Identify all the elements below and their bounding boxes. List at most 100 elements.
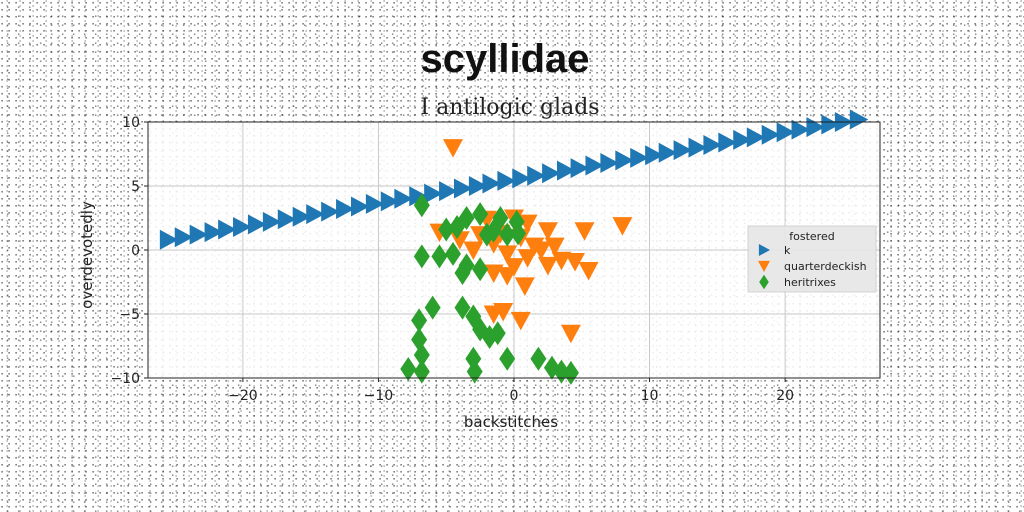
- data-point-k: [292, 206, 312, 227]
- data-point-heritrixes: [472, 257, 489, 282]
- x-tick-label: −10: [364, 388, 394, 404]
- data-point-k: [277, 209, 297, 230]
- data-point-k: [630, 147, 649, 168]
- data-point-k: [615, 150, 634, 171]
- data-point-heritrixes: [510, 221, 527, 246]
- legend-entries: k quarterdeckish heritrixes: [758, 244, 867, 290]
- legend-marker-k: [758, 244, 770, 256]
- data-point-k: [849, 109, 869, 130]
- y-axis-label: overdevotedly: [78, 201, 96, 309]
- data-point-quarterdeckish: [443, 139, 463, 158]
- data-point-k: [439, 181, 458, 202]
- legend-title: fostered: [789, 230, 834, 243]
- data-point-heritrixes: [499, 346, 516, 371]
- data-point-heritrixes: [562, 360, 579, 385]
- data-point-quarterdeckish: [514, 277, 535, 296]
- data-point-heritrixes: [454, 261, 471, 286]
- chart-title: scyllidae: [420, 37, 589, 81]
- data-point-k: [204, 222, 224, 243]
- data-point-k: [512, 168, 531, 189]
- y-ticks: −10 −5 0 5 10: [110, 115, 148, 387]
- data-point-k: [557, 160, 576, 181]
- data-point-quarterdeckish: [510, 311, 531, 331]
- data-point-quarterdeckish: [497, 245, 518, 264]
- data-point-k: [365, 193, 385, 214]
- data-point-quarterdeckish: [612, 217, 633, 236]
- data-point-k: [733, 129, 752, 150]
- x-tick-label: −20: [228, 388, 258, 404]
- data-point-heritrixes: [454, 295, 471, 320]
- data-point-k: [350, 196, 370, 217]
- data-point-heritrixes: [485, 218, 502, 243]
- data-point-heritrixes: [472, 202, 489, 227]
- data-point-k: [497, 170, 516, 191]
- data-point-k: [247, 214, 267, 235]
- data-point-k: [424, 183, 443, 204]
- data-point-k: [688, 137, 707, 158]
- data-point-k: [468, 176, 488, 196]
- data-point-k: [394, 188, 413, 209]
- data-point-k: [776, 122, 796, 143]
- data-point-quarterdeckish: [560, 324, 581, 344]
- data-point-k: [570, 158, 590, 179]
- data-point-k: [645, 145, 664, 166]
- data-point-k: [336, 199, 355, 220]
- data-point-k: [409, 186, 428, 207]
- data-point-k: [718, 132, 737, 153]
- x-axis-label: backstitches: [464, 413, 558, 431]
- data-point-heritrixes: [445, 241, 461, 266]
- legend-marker-heritrixes: [759, 274, 769, 290]
- legend-box: [747, 225, 877, 293]
- legend: fostered k quarterdeckish heritrixes: [747, 225, 877, 293]
- chart-subtitle: I antilogic glads: [420, 95, 599, 120]
- data-point-k: [821, 114, 840, 135]
- data-point-k: [527, 165, 546, 186]
- data-point-k: [703, 135, 722, 156]
- data-point-quarterdeckish: [578, 261, 599, 281]
- data-point-k: [306, 204, 325, 225]
- data-point-quarterdeckish: [463, 241, 484, 260]
- data-point-k: [761, 124, 781, 145]
- x-ticks: −20 −10 0 10 20: [228, 378, 794, 404]
- series-k: [159, 109, 869, 250]
- legend-label-k: k: [784, 244, 791, 257]
- data-point-k: [658, 142, 678, 163]
- data-point-k: [600, 152, 619, 173]
- y-tick-label: 0: [131, 243, 140, 259]
- x-tick-label: 20: [776, 388, 794, 404]
- data-point-k: [262, 211, 282, 232]
- data-point-heritrixes: [400, 357, 417, 382]
- data-point-heritrixes: [413, 193, 430, 218]
- data-point-k: [380, 191, 400, 212]
- data-point-quarterdeckish: [531, 241, 552, 260]
- data-point-quarterdeckish: [574, 222, 595, 241]
- data-point-heritrixes: [530, 346, 547, 371]
- data-point-k: [453, 178, 473, 199]
- data-point-quarterdeckish: [517, 249, 538, 268]
- x-tick-label: 0: [510, 388, 519, 404]
- x-tick-label: 10: [641, 388, 659, 404]
- data-point-heritrixes: [431, 244, 448, 269]
- data-point-k: [673, 140, 693, 161]
- data-point-quarterdeckish: [493, 302, 514, 322]
- legend-label-quarterdeckish: quarterdeckish: [784, 260, 867, 273]
- data-point-heritrixes: [499, 222, 516, 247]
- data-point-quarterdeckish: [551, 251, 572, 271]
- data-point-k: [218, 219, 237, 240]
- data-point-quarterdeckish: [449, 231, 470, 250]
- data-point-quarterdeckish: [537, 256, 558, 276]
- data-point-quarterdeckish: [565, 253, 585, 272]
- data-point-k: [174, 227, 194, 248]
- data-point-k: [585, 155, 604, 176]
- data-point-k: [189, 224, 209, 245]
- legend-label-heritrixes: heritrixes: [784, 276, 836, 289]
- data-point-heritrixes: [489, 321, 506, 346]
- data-point-k: [482, 173, 501, 194]
- data-point-quarterdeckish: [537, 222, 558, 241]
- data-point-quarterdeckish: [497, 267, 518, 286]
- data-point-heritrixes: [449, 214, 466, 239]
- data-point-k: [746, 127, 766, 148]
- data-point-heritrixes: [438, 217, 455, 242]
- y-tick-label: −5: [119, 307, 140, 323]
